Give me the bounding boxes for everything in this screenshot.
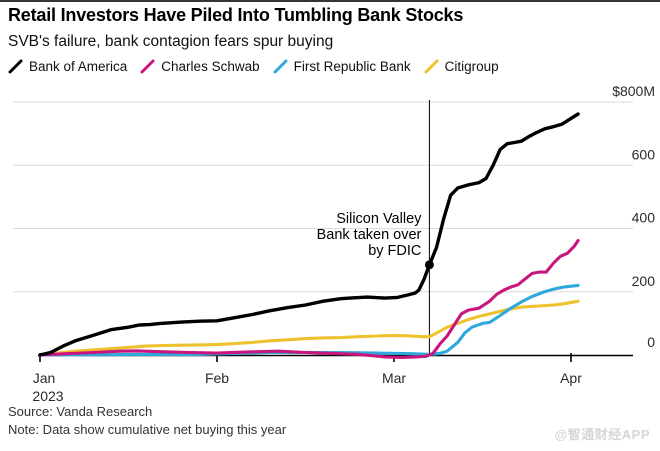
svg-text:600: 600 <box>632 146 656 162</box>
legend-item-first-republic-bank: First Republic Bank <box>273 59 411 74</box>
svg-text:by FDIC: by FDIC <box>368 243 421 259</box>
line-chart: Jan Feb Mar Apr 2023 $800M 600 400 200 0 Silicon V… <box>13 83 656 404</box>
legend-item-bank-of-america: Bank of America <box>8 59 127 74</box>
svg-text:Apr: Apr <box>560 370 582 386</box>
source-text: Source: Vanda Research <box>8 404 153 419</box>
note-text: Note: Data show cumulative net buying th… <box>8 422 287 437</box>
svg-text:400: 400 <box>632 210 656 226</box>
svg-text:Silicon Valley: Silicon Valley <box>336 211 422 227</box>
chart-title: Retail Investors Have Piled Into Tumblin… <box>8 5 464 25</box>
top-border <box>0 0 660 2</box>
series-slash-icon <box>140 59 155 74</box>
series-slash-icon <box>424 59 439 74</box>
svg-text:2023: 2023 <box>32 388 63 404</box>
svg-text:200: 200 <box>632 273 656 289</box>
svg-text:Mar: Mar <box>382 370 406 386</box>
svg-text:Jan: Jan <box>33 370 56 386</box>
svg-text:Feb: Feb <box>205 370 229 386</box>
legend-label: Citigroup <box>444 59 499 74</box>
svg-text:0: 0 <box>647 334 655 350</box>
chart-subtitle: SVB's failure, bank contagion fears spur… <box>8 33 334 50</box>
series-slash-icon <box>8 59 23 74</box>
legend: Bank of America Charles Schwab First Rep… <box>8 59 499 74</box>
legend-item-charles-schwab: Charles Schwab <box>140 59 260 74</box>
legend-label: First Republic Bank <box>293 59 411 74</box>
legend-label: Charles Schwab <box>161 59 260 74</box>
svg-text:Bank taken over: Bank taken over <box>317 227 422 243</box>
legend-label: Bank of America <box>29 59 128 74</box>
svg-text:$800M: $800M <box>612 83 655 99</box>
legend-item-citigroup: Citigroup <box>424 59 499 74</box>
series-slash-icon <box>273 59 288 74</box>
watermark: @智通财经APP <box>554 427 650 442</box>
